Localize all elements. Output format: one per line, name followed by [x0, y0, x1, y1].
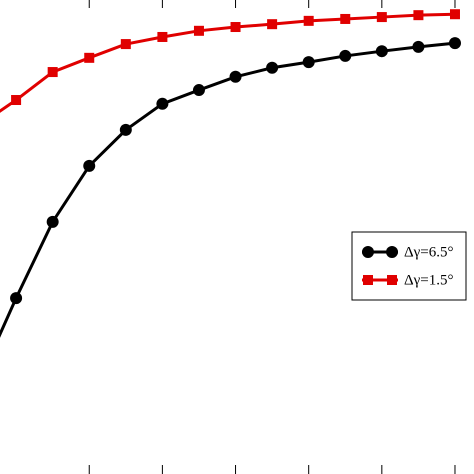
marker [11, 95, 22, 106]
marker [413, 10, 424, 21]
marker [267, 19, 278, 30]
marker [303, 15, 314, 26]
marker [10, 292, 23, 305]
marker [230, 22, 241, 33]
marker [339, 49, 352, 62]
marker [363, 275, 373, 285]
marker [47, 67, 58, 78]
plot-area [0, 9, 461, 338]
marker [83, 159, 96, 172]
marker [387, 275, 397, 285]
marker [302, 56, 315, 69]
marker [84, 52, 95, 63]
marker [412, 40, 425, 53]
legend-label: Δγ=1.5° [404, 272, 453, 288]
marker [340, 13, 351, 24]
marker [386, 246, 398, 258]
marker [362, 246, 374, 258]
marker [449, 9, 460, 20]
marker [375, 45, 388, 58]
series-line [0, 12, 456, 113]
legend: Δγ=6.5° Δγ=1.5° [351, 231, 467, 301]
marker [119, 123, 132, 136]
marker [376, 12, 387, 23]
series-line [0, 41, 456, 338]
marker [193, 25, 204, 36]
marker [156, 97, 169, 110]
marker [157, 31, 168, 42]
marker [266, 61, 279, 74]
marker [192, 84, 205, 97]
marker [46, 215, 59, 228]
marker [229, 70, 242, 83]
marker [448, 37, 461, 50]
legend-box [351, 231, 467, 301]
marker [120, 39, 131, 50]
legend-label: Δγ=6.5° [404, 244, 453, 260]
